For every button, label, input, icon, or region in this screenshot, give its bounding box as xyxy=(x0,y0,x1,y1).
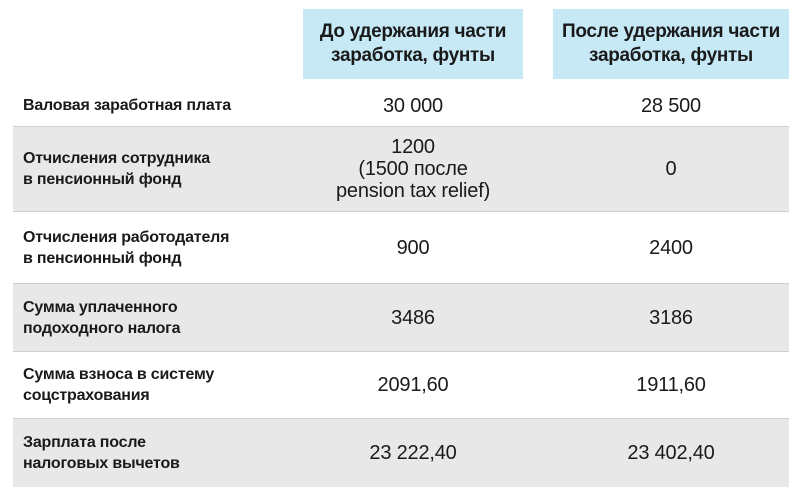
header-before-label: До удержания части заработка, фунты xyxy=(319,21,507,66)
comparison-table: До удержания части заработка, фунты Посл… xyxy=(13,9,789,487)
row-label: Сумма взноса в систему соцстрахования xyxy=(23,366,215,404)
table-row: Валовая заработная плата 30 000 28 500 xyxy=(13,85,789,127)
value-after: 1911,60 xyxy=(636,374,706,396)
value-before: 23 222,40 xyxy=(369,442,457,464)
row-label: Сумма уплаченного подоходного налога xyxy=(23,298,181,337)
row-label: Отчисления работодателя в пенсионный фон… xyxy=(23,228,230,267)
header-before-deduction: До удержания части заработка, фунты xyxy=(303,9,523,79)
table-row: Сумма взноса в систему соцстрахования 20… xyxy=(13,352,789,419)
row-label: Валовая заработная плата xyxy=(23,97,231,114)
table-row: Отчисления сотрудника в пенсионный фонд … xyxy=(13,127,789,212)
value-before: 2091,60 xyxy=(377,374,449,396)
value-after: 0 xyxy=(665,158,677,180)
value-before: 30 000 xyxy=(383,94,443,117)
table-row: Отчисления работодателя в пенсионный фон… xyxy=(13,212,789,284)
value-after: 3186 xyxy=(649,306,693,329)
table-row: Сумма уплаченного подоходного налога 348… xyxy=(13,284,789,352)
row-label: Отчисления сотрудника в пенсионный фонд xyxy=(23,150,210,188)
value-before: 3486 xyxy=(391,306,435,329)
value-before: 1200 (1500 после pension tax relief) xyxy=(335,136,491,202)
header-after-deduction: После удержания части заработка, фунты xyxy=(553,9,789,79)
table-row: Зарплата после налоговых вычетов 23 222,… xyxy=(13,419,789,487)
row-label: Зарплата после налоговых вычетов xyxy=(23,434,180,472)
value-after: 28 500 xyxy=(641,94,701,117)
value-before: 900 xyxy=(396,236,430,259)
value-after: 23 402,40 xyxy=(627,442,715,464)
header-spacer xyxy=(13,9,303,79)
header-after-label: После удержания части заработка, фунты xyxy=(562,21,780,66)
table-header: До удержания части заработка, фунты Посл… xyxy=(13,9,789,79)
value-after: 2400 xyxy=(649,236,693,259)
